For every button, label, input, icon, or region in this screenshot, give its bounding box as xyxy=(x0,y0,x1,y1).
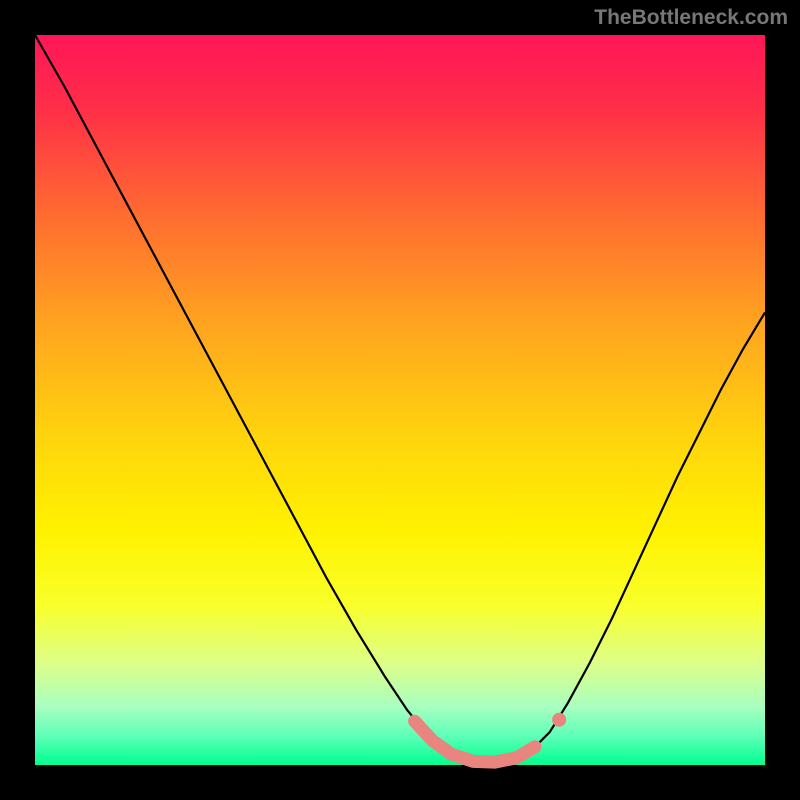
optimal-point-dot xyxy=(552,713,566,727)
chart-container: TheBottleneck.com xyxy=(0,0,800,800)
bottleneck-curve-chart xyxy=(0,0,800,800)
gradient-background xyxy=(35,35,765,765)
